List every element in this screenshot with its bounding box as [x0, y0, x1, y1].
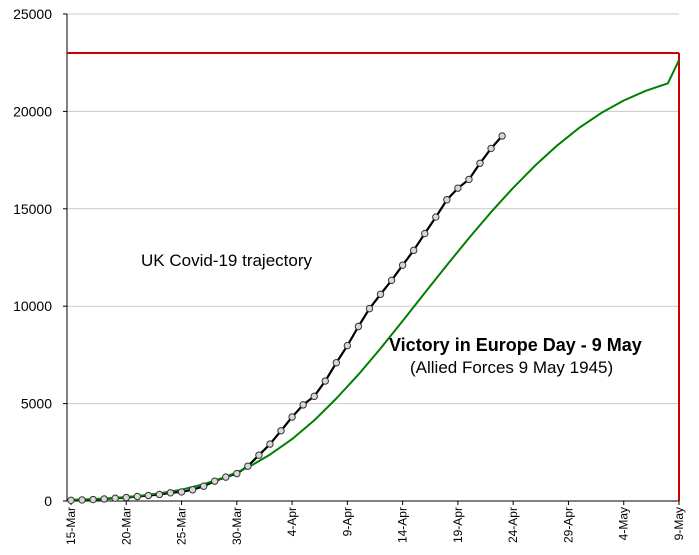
data-point: [365, 304, 374, 313]
x-tick-label: 4-Apr: [285, 507, 299, 536]
data-point: [321, 377, 329, 385]
data-point: [310, 392, 318, 401]
x-tick-label: 14-Apr: [396, 507, 410, 543]
data-point: [454, 184, 462, 192]
data-point: [122, 493, 130, 502]
x-tick-label: 24-Apr: [506, 507, 520, 543]
data-point: [177, 488, 186, 496]
y-tick-label: 25000: [13, 6, 52, 22]
x-tick-label: 20-Mar: [119, 507, 133, 545]
data-point: [166, 489, 175, 497]
data-point: [476, 159, 484, 167]
annotation-allied-forces: (Allied Forces 9 May 1945): [410, 358, 614, 377]
x-tick-label: 30-Mar: [230, 507, 244, 545]
data-point: [222, 473, 230, 481]
fitted-curve: [70, 59, 680, 501]
data-point: [266, 440, 274, 448]
data-point: [111, 494, 119, 502]
y-tick-label: 5000: [21, 396, 52, 412]
data-point: [211, 477, 219, 485]
x-tick-label: 4-May: [617, 507, 631, 540]
y-tick-label: 20000: [13, 103, 52, 119]
data-point: [255, 451, 263, 459]
x-tick-label: 19-Apr: [451, 507, 465, 543]
data-point: [155, 490, 164, 499]
y-tick-label: 15000: [13, 201, 52, 217]
data-point: [498, 132, 506, 140]
data-point: [188, 486, 197, 494]
data-point: [409, 246, 418, 255]
x-tick-label: 9-Apr: [340, 507, 354, 536]
x-tick-label: 15-Mar: [64, 507, 78, 545]
data-point: [387, 276, 396, 285]
data-point: [199, 482, 208, 490]
annotation-trajectory: UK Covid-19 trajectory: [141, 251, 313, 270]
y-tick-label: 10000: [13, 298, 52, 314]
data-point: [432, 213, 440, 221]
data-point: [343, 341, 352, 350]
reference-lines: [67, 51, 680, 501]
x-tick-label: 9-May: [672, 507, 686, 540]
data-point: [133, 492, 142, 501]
data-point: [487, 144, 495, 153]
y-tick-label: 0: [44, 493, 52, 509]
x-tick-labels: 15-Mar 20-Mar 25-Mar 30-Mar 4-Apr 9-Apr 14-Apr…: [64, 501, 686, 545]
observed-line: [70, 135, 503, 502]
axes: [66, 14, 679, 502]
data-point: [288, 413, 296, 421]
data-point: [443, 196, 451, 204]
gridlines: [67, 13, 679, 405]
x-tick-label: 29-Apr: [561, 507, 575, 543]
data-point: [67, 496, 75, 505]
data-point: [465, 175, 473, 184]
data-point: [376, 290, 385, 298]
data-point: [332, 359, 341, 367]
data-point: [277, 427, 285, 435]
data-point: [299, 401, 307, 409]
data-point: [233, 469, 241, 478]
data-point: [398, 261, 407, 269]
data-point: [421, 229, 429, 238]
annotation-ve-day: Victory in Europe Day - 9 May: [389, 335, 642, 355]
data-point: [78, 496, 86, 504]
y-tick-labels: 0 5000 10000 15000 20000 25000: [13, 6, 67, 509]
data-point: [100, 495, 108, 503]
series-layer: [67, 59, 680, 505]
data-point: [89, 495, 97, 504]
data-point: [244, 462, 252, 470]
data-point: [144, 491, 153, 500]
data-point: [354, 322, 363, 331]
x-tick-label: 25-Mar: [175, 507, 189, 545]
